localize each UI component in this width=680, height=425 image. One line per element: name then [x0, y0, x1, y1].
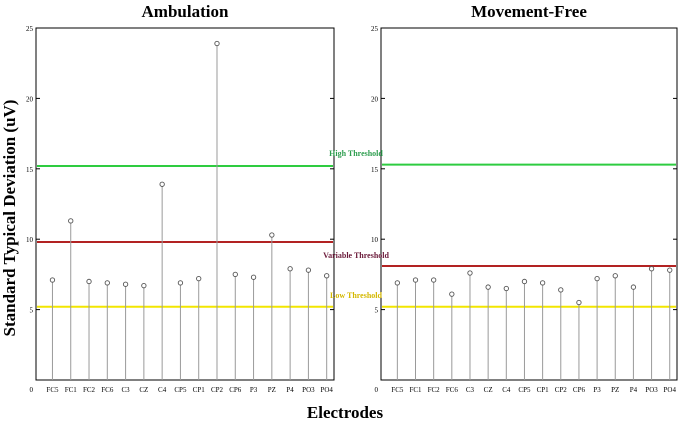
y-tick-label: 25 — [371, 25, 379, 33]
annotation-variable-threshold: Variable Threshold — [323, 251, 389, 260]
data-point — [612, 273, 618, 279]
data-point — [630, 284, 637, 290]
annotation-high-threshold: High Threshold — [329, 149, 383, 158]
data-point — [648, 266, 655, 272]
data-point — [412, 277, 419, 283]
data-point — [503, 285, 509, 292]
y-tick-label: 20 — [26, 95, 34, 103]
x-tick-label: CP6 — [573, 386, 586, 394]
figure-xlabel: Electrodes — [307, 403, 384, 422]
plot-frame — [380, 27, 678, 381]
y-tick-label: 5 — [375, 307, 379, 315]
y-tick-label: 15 — [371, 166, 379, 174]
y-tick-label: 10 — [26, 236, 34, 244]
chart-title: Ambulation — [142, 2, 229, 21]
x-tick-label: CP5 — [518, 386, 531, 394]
data-point — [539, 280, 546, 286]
x-tick-label: FC6 — [101, 386, 114, 394]
data-point — [449, 291, 455, 297]
data-point — [394, 280, 400, 286]
data-point — [86, 278, 92, 285]
data-point — [177, 280, 184, 286]
data-point — [324, 273, 330, 279]
y-tick-label: 25 — [26, 25, 34, 33]
x-tick-label: PO3 — [645, 386, 658, 394]
x-tick-label: CP5 — [174, 386, 187, 394]
y-tick-label: 15 — [26, 166, 34, 174]
x-tick-label: P4 — [630, 386, 638, 394]
data-point — [305, 267, 312, 273]
y-tick-label: 20 — [371, 95, 379, 103]
data-point — [196, 275, 202, 282]
x-tick-label: FC5 — [391, 386, 404, 394]
data-point — [232, 271, 238, 278]
x-tick-label: P3 — [593, 386, 601, 394]
y-tick-label: 5 — [30, 307, 34, 315]
x-tick-label: PO4 — [664, 386, 677, 394]
data-point — [122, 281, 129, 287]
plot-frame — [35, 27, 335, 381]
x-tick-label: FC5 — [46, 386, 59, 394]
data-point — [594, 275, 600, 282]
x-tick-label: C4 — [502, 386, 511, 394]
annotation-low-threshold: Low Threshold — [330, 291, 382, 300]
data-point — [269, 232, 275, 238]
data-point — [159, 181, 165, 187]
panel-movement-free: Movement-Free 0 5 10 15 20 25 FC5 FC1 FC2 FC6 C3 CZ C… — [371, 2, 678, 394]
data-point — [250, 274, 257, 280]
data-point — [141, 283, 147, 289]
x-tick-label: CP1 — [193, 386, 206, 394]
x-tick-label: PO3 — [302, 386, 315, 394]
y-tick-label: 0 — [30, 386, 34, 394]
x-tick-label: PZ — [611, 386, 619, 394]
x-tick-label: FC1 — [409, 386, 422, 394]
x-tick-label: FC6 — [446, 386, 459, 394]
x-tick-label: CZ — [484, 386, 493, 394]
data-point — [104, 280, 110, 286]
x-tick-label: FC2 — [428, 386, 441, 394]
data-point — [558, 287, 564, 293]
y-tick-label: 0 — [375, 386, 379, 394]
data-point — [667, 267, 673, 273]
x-tick-label: PO4 — [320, 386, 333, 394]
data-point — [467, 270, 473, 276]
data-point — [431, 277, 437, 283]
x-tick-label: P3 — [250, 386, 258, 394]
x-tick-label: C4 — [158, 386, 167, 394]
x-tick-label: CP2 — [211, 386, 224, 394]
data-point — [68, 218, 74, 224]
x-tick-label: CP1 — [537, 386, 550, 394]
x-tick-label: CP6 — [229, 386, 242, 394]
data-point — [521, 278, 528, 285]
data-point — [287, 266, 293, 272]
x-tick-label: FC2 — [83, 386, 96, 394]
chart-title: Movement-Free — [471, 2, 587, 21]
x-tick-label: CZ — [139, 386, 148, 394]
data-point — [576, 299, 582, 306]
y-tick-label: 10 — [371, 236, 379, 244]
data-point — [485, 284, 491, 290]
data-point — [214, 40, 220, 47]
x-tick-label: PZ — [268, 386, 276, 394]
x-tick-label: P4 — [286, 386, 294, 394]
x-tick-label: FC1 — [65, 386, 78, 394]
x-tick-label: C3 — [121, 386, 130, 394]
data-point — [49, 277, 56, 283]
x-tick-label: CP2 — [555, 386, 568, 394]
panel-ambulation: Ambulation 0 5 10 15 20 25 FC5 FC1 FC2 FC6 C3 CZ C4 CP… — [26, 2, 335, 394]
x-tick-label: C3 — [466, 386, 475, 394]
figure-ylabel: Standard Typical Deviation (uV) — [0, 100, 19, 337]
